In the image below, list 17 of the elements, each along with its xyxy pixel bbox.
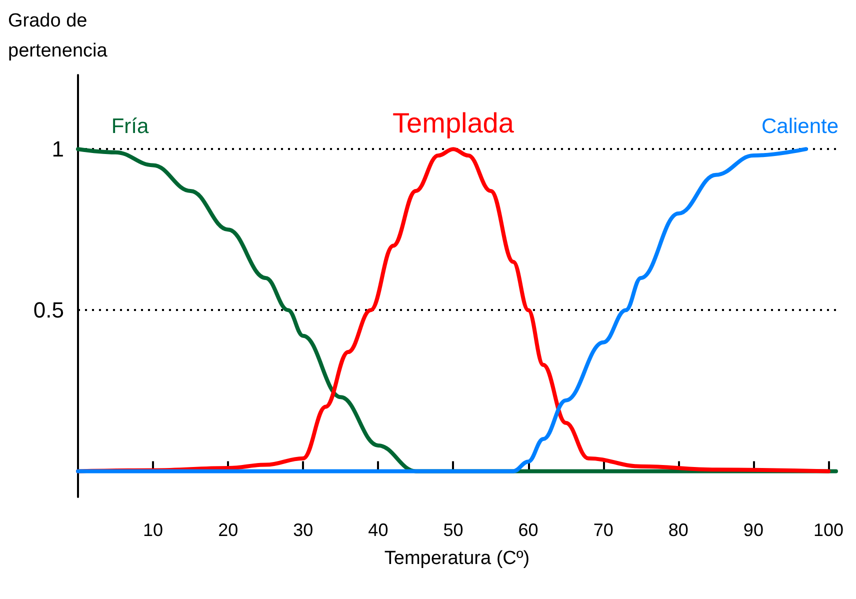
x-tick-label: 20 xyxy=(218,520,238,540)
series-label: Fría xyxy=(111,115,149,138)
x-tick-label: 50 xyxy=(443,520,464,540)
x-tick-label: 100 xyxy=(813,520,844,540)
x-tick-label: 90 xyxy=(743,520,764,540)
y-axis-title: Grado de pertenencia xyxy=(8,10,108,62)
x-tick-label: 60 xyxy=(518,520,538,540)
x-tick-label: 80 xyxy=(668,520,688,540)
x-axis-title: Temperatura (Cº) xyxy=(384,548,530,569)
series-label: Templada xyxy=(392,108,514,139)
x-tick-label: 30 xyxy=(293,520,314,540)
x-tick-label: 10 xyxy=(143,520,164,540)
y-tick-label: 0.5 xyxy=(33,298,64,323)
y-tick-label: 1 xyxy=(52,136,64,162)
series-label: Caliente xyxy=(761,115,839,138)
x-tick-label: 70 xyxy=(593,520,614,540)
x-tick-label: 40 xyxy=(368,520,388,540)
